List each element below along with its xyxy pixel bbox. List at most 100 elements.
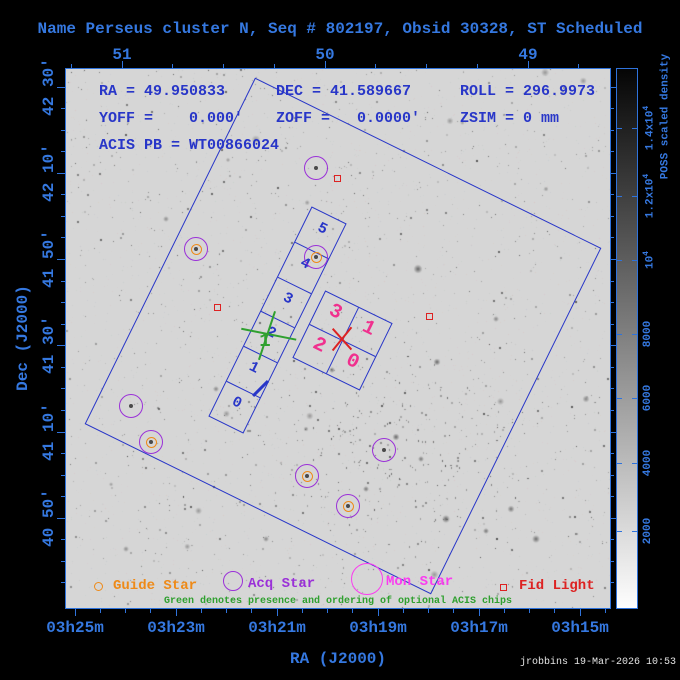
top-major-tick <box>324 61 326 68</box>
top-minor-tick <box>476 64 478 68</box>
green-chips-note: Green denotes presence and ordering of o… <box>163 596 513 607</box>
top-tick-label: 51 <box>112 46 132 64</box>
bottom-tick-label: 03h21m <box>248 619 306 637</box>
right-major-tick <box>611 517 616 519</box>
left-tick-label: 41 30' <box>40 316 58 374</box>
acis-s-chip-0-label: 0 <box>228 392 245 413</box>
top-minor-tick <box>70 64 72 68</box>
left-tick-label: 41 10' <box>40 403 58 461</box>
user-timestamp: jrobbins 19-Mar-2026 10:53 <box>519 657 676 668</box>
colorbar-tick-right <box>632 462 637 464</box>
density-colorbar <box>616 68 638 609</box>
legend-mon-star: Mon Star <box>386 574 454 590</box>
right-minor-tick <box>611 151 614 153</box>
guide-star-circle <box>145 436 157 448</box>
colorbar-tick-label: 4000 <box>642 449 654 477</box>
colorbar-tick-label: 6000 <box>642 384 654 412</box>
top-minor-tick <box>426 64 427 68</box>
left-minor-tick <box>61 366 65 368</box>
top-minor-tick <box>375 64 377 68</box>
left-minor-tick <box>61 302 65 304</box>
left-tick-label: 42 30' <box>40 58 58 116</box>
colorbar-tick-right <box>632 195 637 197</box>
left-minor-tick <box>61 280 65 282</box>
bottom-minor-tick <box>251 609 253 613</box>
left-minor-tick <box>61 194 65 196</box>
bottom-minor-tick <box>503 609 505 613</box>
right-minor-tick <box>611 194 614 196</box>
left-minor-tick <box>61 151 65 153</box>
left-minor-tick <box>61 215 65 217</box>
colorbar-tick-left <box>617 127 622 129</box>
legend-guide-star: Guide Star <box>113 578 198 594</box>
right-minor-tick <box>611 453 614 455</box>
acq-star-circle <box>304 245 328 269</box>
legend-fid-light: Fid Light <box>519 578 595 594</box>
colorbar-tick-right <box>632 397 637 399</box>
left-minor-tick <box>61 453 65 455</box>
param-yoff: YOFF = 0.000' <box>99 110 244 127</box>
left-tick-label: 41 50' <box>40 230 58 288</box>
colorbar-tick-label: 8000 <box>642 320 654 348</box>
acq-star-circle <box>304 156 328 180</box>
observation-title: Name Perseus cluster N, Seq # 802197, Ob… <box>37 20 643 38</box>
bottom-minor-tick <box>200 609 202 613</box>
acis-s-chip-1-label: 1 <box>245 358 262 378</box>
left-major-tick <box>57 258 65 260</box>
right-minor-tick <box>611 496 614 498</box>
dec-axis-title: Dec (J2000) <box>14 285 32 391</box>
top-tick-label: 49 <box>518 46 538 64</box>
bottom-major-tick <box>74 609 76 616</box>
acq-star-circle <box>139 430 163 454</box>
left-major-tick <box>57 344 65 346</box>
colorbar-tick-right <box>632 333 637 335</box>
top-minor-tick <box>223 64 224 68</box>
colorbar-tick-left <box>617 333 622 335</box>
colorbar-tick-left <box>617 462 622 464</box>
right-minor-tick <box>611 129 614 131</box>
acq-star-circle <box>295 464 319 488</box>
top-minor-tick <box>172 64 174 68</box>
right-minor-tick <box>611 366 614 368</box>
bottom-major-tick <box>579 609 581 616</box>
starfield-canvas[interactable] <box>66 69 610 608</box>
bottom-minor-tick <box>529 609 530 613</box>
acis-s-chip-5-label: 5 <box>314 218 331 238</box>
left-minor-tick <box>61 388 65 390</box>
left-minor-tick <box>61 539 65 541</box>
right-minor-tick <box>611 582 614 584</box>
left-minor-tick <box>61 237 65 239</box>
acis-s-chip-3-label: 3 <box>280 288 296 308</box>
guide-star-circle <box>342 500 354 512</box>
bottom-major-tick <box>377 609 379 616</box>
bottom-tick-label: 03h17m <box>450 619 508 637</box>
bottom-minor-tick <box>99 609 101 613</box>
right-minor-tick <box>611 280 614 282</box>
bottom-minor-tick <box>301 609 303 613</box>
param-zsim: ZSIM = 0 mm <box>460 110 560 127</box>
bottom-minor-tick <box>150 609 152 613</box>
colorbar-tick-right <box>632 530 637 532</box>
left-major-tick <box>57 172 65 174</box>
top-tick-label: 50 <box>315 46 335 64</box>
bottom-minor-tick <box>554 609 556 613</box>
ra-axis-title: RA (J2000) <box>289 650 386 668</box>
right-minor-tick <box>611 215 614 217</box>
bottom-tick-label: 03h19m <box>349 619 407 637</box>
bottom-tick-label: 03h25m <box>46 619 104 637</box>
optional-chip-order-label: 1 <box>259 330 271 352</box>
left-minor-tick <box>61 409 65 411</box>
colorbar-tick-label: 1.2x104 <box>642 173 657 219</box>
right-minor-tick <box>611 474 614 476</box>
legend-acq-star: Acq Star <box>248 576 316 592</box>
param-dec: DEC = 41.589667 <box>276 83 412 100</box>
colorbar-tick-right <box>632 127 637 129</box>
acq-star-circle <box>119 394 143 418</box>
colorbar-tick-left <box>617 259 622 261</box>
right-minor-tick <box>611 302 614 304</box>
colorbar-tick-label: 104 <box>642 251 657 270</box>
right-minor-tick <box>611 388 614 390</box>
bottom-minor-tick <box>327 609 328 613</box>
left-minor-tick <box>61 474 65 476</box>
